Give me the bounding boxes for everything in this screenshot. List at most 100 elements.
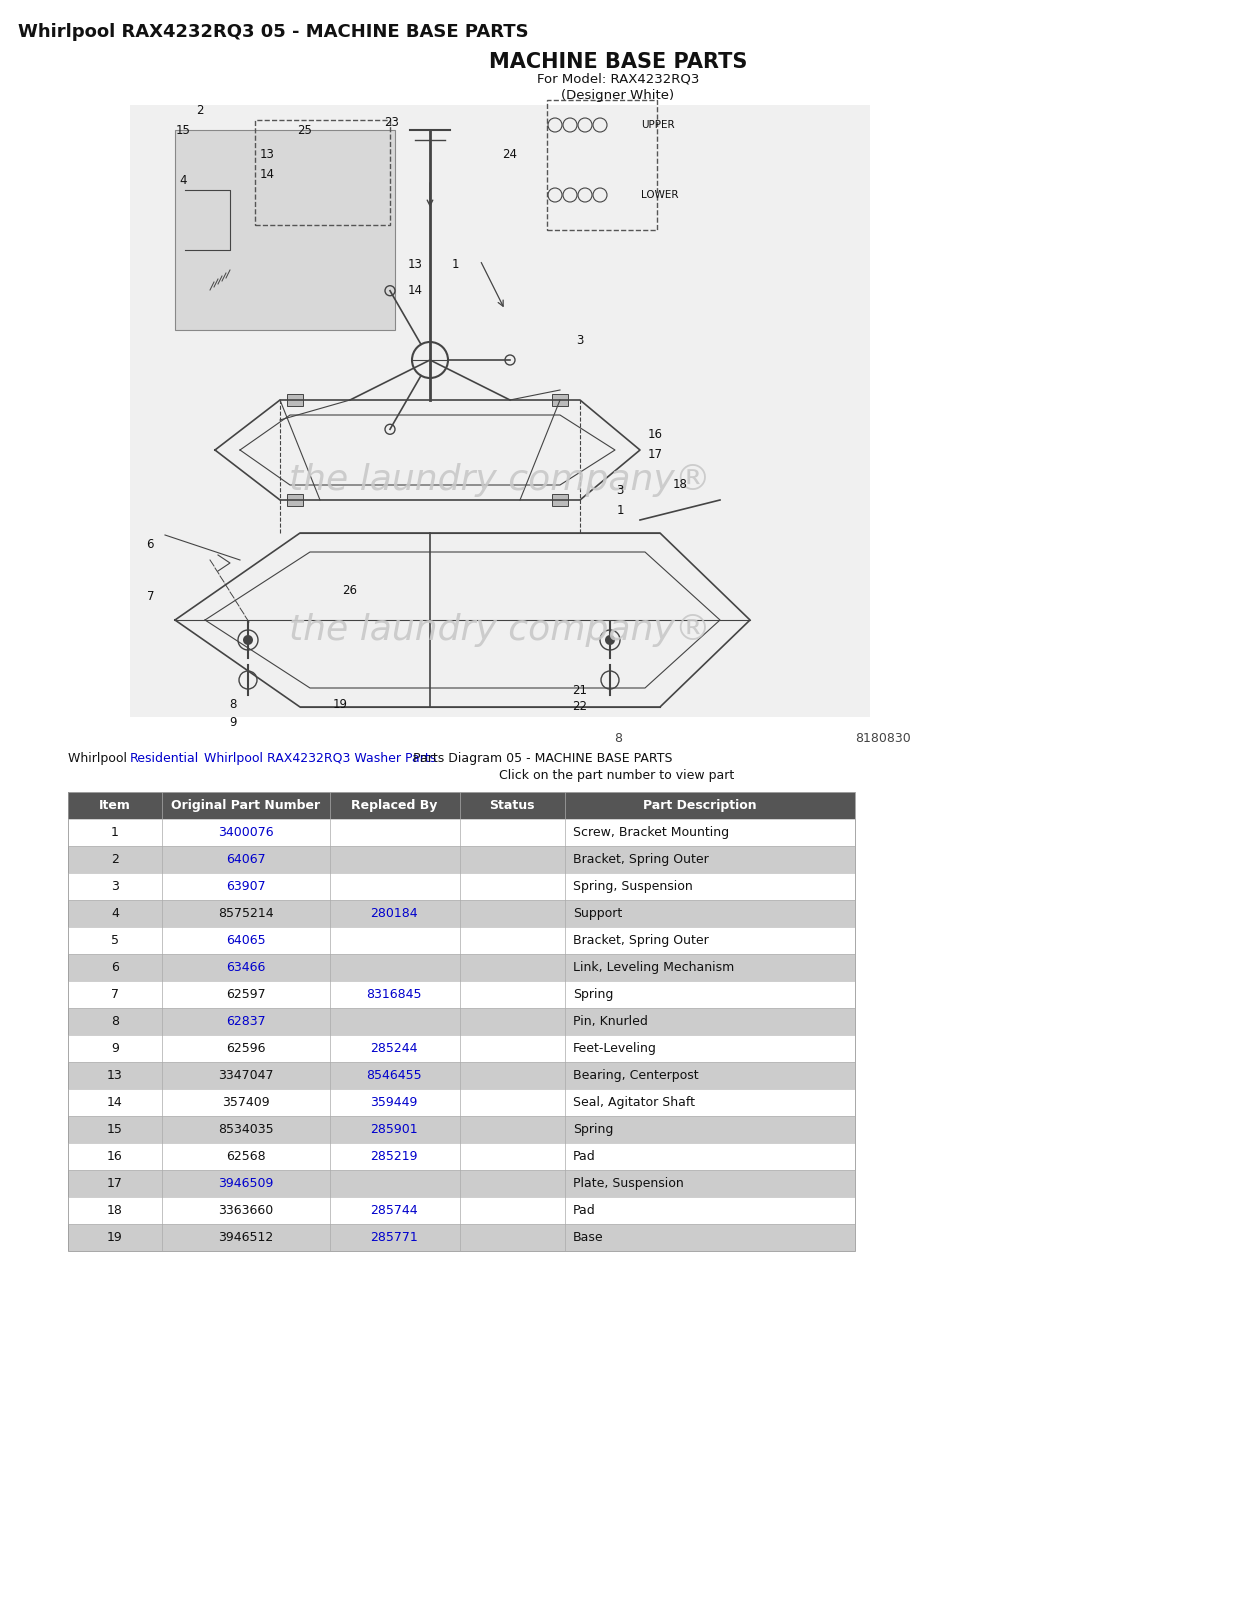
Bar (130, 106, 870, 717)
Bar (68, 1090, 855, 1117)
Text: Part Description: Part Description (643, 798, 757, 813)
Text: Support: Support (573, 907, 622, 920)
Text: 13: 13 (260, 149, 275, 162)
Text: Spring: Spring (573, 1123, 614, 1136)
Text: For Model: RAX4232RQ3: For Model: RAX4232RQ3 (537, 74, 699, 86)
Text: Plate, Suspension: Plate, Suspension (573, 1178, 684, 1190)
Text: Screw, Bracket Mounting: Screw, Bracket Mounting (573, 826, 729, 838)
Text: 285244: 285244 (370, 1042, 418, 1054)
Text: the laundry company®: the laundry company® (289, 462, 711, 498)
Bar (552, 394, 568, 406)
Bar (68, 1035, 855, 1062)
Text: 3400076: 3400076 (218, 826, 273, 838)
Bar (287, 494, 303, 506)
Text: 3946512: 3946512 (219, 1230, 273, 1245)
Text: Spring, Suspension: Spring, Suspension (573, 880, 693, 893)
Text: 5: 5 (111, 934, 119, 947)
Text: 62597: 62597 (226, 987, 266, 1002)
Text: 9: 9 (111, 1042, 119, 1054)
Bar (68, 874, 855, 899)
Text: 14: 14 (407, 283, 423, 296)
Text: 1: 1 (111, 826, 119, 838)
Text: 15: 15 (176, 123, 190, 136)
Text: 64065: 64065 (226, 934, 266, 947)
Text: Feet-Leveling: Feet-Leveling (573, 1042, 657, 1054)
Bar (68, 1117, 855, 1142)
Text: 16: 16 (108, 1150, 122, 1163)
Circle shape (605, 635, 615, 645)
Bar (68, 1008, 855, 1035)
Text: 18: 18 (673, 478, 688, 491)
Text: 285771: 285771 (370, 1230, 418, 1245)
Text: Whirlpool RAX4232RQ3 Washer Parts: Whirlpool RAX4232RQ3 Washer Parts (204, 752, 437, 765)
Text: Pad: Pad (573, 1150, 596, 1163)
Text: 1: 1 (452, 259, 459, 272)
Text: Status: Status (490, 798, 534, 813)
Text: 15: 15 (108, 1123, 122, 1136)
Text: Seal, Agitator Shaft: Seal, Agitator Shaft (573, 1096, 695, 1109)
Text: 19: 19 (333, 699, 348, 712)
Text: 3: 3 (111, 880, 119, 893)
Text: Original Part Number: Original Part Number (172, 798, 320, 813)
Bar (68, 981, 855, 1008)
Text: 8534035: 8534035 (218, 1123, 273, 1136)
Text: 8: 8 (229, 699, 236, 712)
Bar (68, 1197, 855, 1224)
Text: Click on the part number to view part: Click on the part number to view part (500, 770, 735, 782)
Text: 3: 3 (616, 483, 623, 496)
Text: 62837: 62837 (226, 1014, 266, 1029)
Bar (68, 926, 855, 954)
Text: 4: 4 (111, 907, 119, 920)
Text: 359449: 359449 (370, 1096, 418, 1109)
Circle shape (242, 635, 254, 645)
Text: Whirlpool: Whirlpool (68, 752, 131, 765)
Text: 7: 7 (146, 590, 153, 603)
Bar (68, 846, 855, 874)
Text: 285744: 285744 (370, 1203, 418, 1218)
Text: 16: 16 (648, 429, 663, 442)
Text: 3946509: 3946509 (218, 1178, 273, 1190)
Text: Residential: Residential (130, 752, 199, 765)
Bar (68, 1142, 855, 1170)
Text: 8: 8 (111, 1014, 119, 1029)
Bar (68, 792, 855, 1251)
Text: 3347047: 3347047 (218, 1069, 273, 1082)
Bar (68, 1224, 855, 1251)
Text: 2: 2 (111, 853, 119, 866)
Text: 280184: 280184 (370, 907, 418, 920)
Bar (68, 899, 855, 926)
Text: Spring: Spring (573, 987, 614, 1002)
Text: 9: 9 (229, 715, 236, 728)
Text: LOWER: LOWER (641, 190, 679, 200)
Text: 285901: 285901 (370, 1123, 418, 1136)
Text: Base: Base (573, 1230, 604, 1245)
Text: 8180830: 8180830 (855, 733, 910, 746)
Text: MACHINE BASE PARTS: MACHINE BASE PARTS (489, 51, 747, 72)
Text: 4: 4 (179, 173, 187, 187)
Text: 26: 26 (343, 584, 357, 597)
Text: 14: 14 (108, 1096, 122, 1109)
Bar (68, 1062, 855, 1090)
Text: 17: 17 (648, 448, 663, 461)
Text: 63466: 63466 (226, 962, 266, 974)
Text: Bearing, Centerpost: Bearing, Centerpost (573, 1069, 699, 1082)
Text: Item: Item (99, 798, 131, 813)
Bar (287, 394, 303, 406)
Bar (68, 954, 855, 981)
Text: 64067: 64067 (226, 853, 266, 866)
Text: 18: 18 (108, 1203, 122, 1218)
Bar (68, 819, 855, 846)
Text: 62596: 62596 (226, 1042, 266, 1054)
Text: 17: 17 (108, 1178, 122, 1190)
Text: 22: 22 (573, 701, 588, 714)
Text: 8546455: 8546455 (366, 1069, 422, 1082)
Text: Whirlpool RAX4232RQ3 05 - MACHINE BASE PARTS: Whirlpool RAX4232RQ3 05 - MACHINE BASE P… (19, 22, 528, 42)
Text: 7: 7 (111, 987, 119, 1002)
Text: Bracket, Spring Outer: Bracket, Spring Outer (573, 934, 709, 947)
Text: 6: 6 (146, 539, 153, 552)
Text: 23: 23 (385, 117, 400, 130)
Text: 3363660: 3363660 (219, 1203, 273, 1218)
Text: 2: 2 (197, 104, 204, 117)
Text: 19: 19 (108, 1230, 122, 1245)
Bar (174, 130, 395, 330)
